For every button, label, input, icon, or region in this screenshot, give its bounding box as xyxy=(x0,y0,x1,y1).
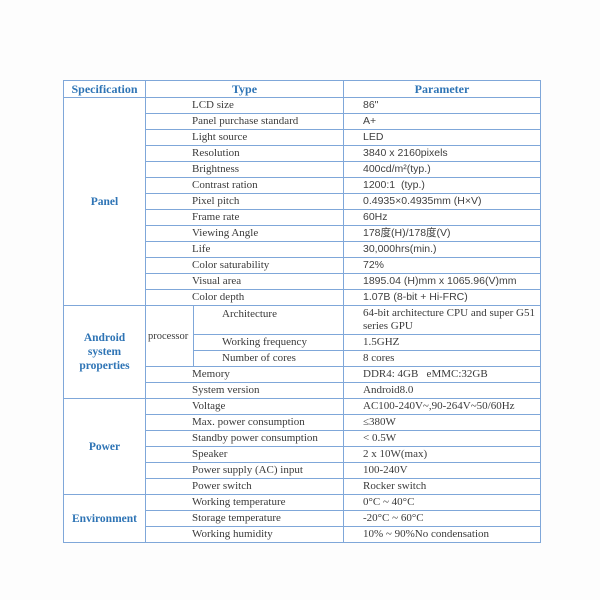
table-row: Working frequency 1.5GHZ xyxy=(64,334,541,351)
table-row: Pixel pitch 0.4935×0.4935mm (H×V) xyxy=(64,193,541,210)
parameter-cell: -20°C ~ 60°C xyxy=(343,510,541,527)
table-row: Resolution 3840 x 2160pixels xyxy=(64,145,541,162)
parameter-cell: Android8.0 xyxy=(343,382,541,399)
type-cell: Color depth xyxy=(145,289,344,306)
type-cell: Frame rate xyxy=(145,209,344,226)
type-cell: Memory xyxy=(145,366,344,383)
type-cell: Panel purchase standard xyxy=(145,113,344,130)
type-cell: Color saturability xyxy=(145,257,344,274)
group-label-android: Android system properties xyxy=(63,305,146,399)
type-cell: Viewing Angle xyxy=(145,225,344,242)
table-row: Storage temperature -20°C ~ 60°C xyxy=(64,510,541,527)
type-cell: LCD size xyxy=(145,97,344,114)
type-cell: Working temperature xyxy=(145,494,344,511)
table-row: Working humidity 10% ~ 90%No condensatio… xyxy=(64,526,541,543)
parameter-cell: A+ xyxy=(343,113,541,130)
type-cell: Voltage xyxy=(145,398,344,415)
group-label-panel: Panel xyxy=(63,97,146,306)
type-cell: Power switch xyxy=(145,478,344,495)
table-row: Android system properties processor Arch… xyxy=(63,305,541,399)
header-row: Specification Type Parameter xyxy=(63,80,541,98)
type-cell: Working frequency xyxy=(193,334,344,351)
parameter-cell: 86" xyxy=(343,97,541,114)
parameter-cell: 30,000hrs(min.) xyxy=(343,241,541,258)
parameter-cell: 64-bit architecture CPU and super G51 se… xyxy=(343,305,541,335)
type-cell: Brightness xyxy=(145,161,344,178)
parameter-cell: 1200:1 (typ.) xyxy=(343,177,541,194)
table-row: Power Voltage AC100-240V~,90-264V~50/60H… xyxy=(63,398,541,495)
table-row: Frame rate 60Hz xyxy=(64,209,541,226)
table-row: Speaker 2 x 10W(max) xyxy=(64,446,541,463)
parameter-cell: 178度(H)/178度(V) xyxy=(343,225,541,242)
parameter-cell: AC100-240V~,90-264V~50/60Hz xyxy=(343,398,541,415)
table-row: Contrast ration 1200:1 (typ.) xyxy=(64,177,541,194)
type-cell: System version xyxy=(145,382,344,399)
group-label-power: Power xyxy=(63,398,146,495)
type-cell: Storage temperature xyxy=(145,510,344,527)
table-row: Power supply (AC) input 100-240V xyxy=(64,462,541,479)
type-cell: Working humidity xyxy=(145,526,344,543)
type-cell: Speaker xyxy=(145,446,344,463)
type-cell: Resolution xyxy=(145,145,344,162)
parameter-cell: < 0.5W xyxy=(343,430,541,447)
parameter-cell: 60Hz xyxy=(343,209,541,226)
parameter-cell: 100-240V xyxy=(343,462,541,479)
parameter-cell: 3840 x 2160pixels xyxy=(343,145,541,162)
type-cell: Visual area xyxy=(145,273,344,290)
header-type: Type xyxy=(145,80,344,98)
type-cell: Architecture xyxy=(193,305,344,335)
parameter-cell: Rocker switch xyxy=(343,478,541,495)
parameter-cell: 0.4935×0.4935mm (H×V) xyxy=(343,193,541,210)
type-cell: Power supply (AC) input xyxy=(145,462,344,479)
header-parameter: Parameter xyxy=(343,80,541,98)
parameter-cell: 8 cores xyxy=(343,350,541,367)
table-row: Visual area 1895.04 (H)mm x 1065.96(V)mm xyxy=(64,273,541,290)
table-row: Environment Working temperature 0°C ~ 40… xyxy=(63,494,541,543)
parameter-cell: 10% ~ 90%No condensation xyxy=(343,526,541,543)
parameter-cell: LED xyxy=(343,129,541,146)
type-cell: Standby power consumption xyxy=(145,430,344,447)
type-cell: Contrast ration xyxy=(145,177,344,194)
table-row: Color saturability 72% xyxy=(64,257,541,274)
type-cell: Light source xyxy=(145,129,344,146)
type-cell: Life xyxy=(145,241,344,258)
parameter-cell: 1895.04 (H)mm x 1065.96(V)mm xyxy=(343,273,541,290)
parameter-cell: 0°C ~ 40°C xyxy=(343,494,541,511)
table-row: Standby power consumption < 0.5W xyxy=(64,430,541,447)
processor-cell: processor xyxy=(145,305,194,367)
table-row: Life 30,000hrs(min.) xyxy=(64,241,541,258)
parameter-cell: 400cd/m²(typ.) xyxy=(343,161,541,178)
table-row: Panel LCD size 86" xyxy=(63,97,541,306)
spec-table: Specification Type Parameter Panel LCD s… xyxy=(63,80,541,543)
parameter-cell: DDR4: 4GB eMMC:32GB xyxy=(343,366,541,383)
group-label-environment: Environment xyxy=(63,494,146,543)
type-cell: Pixel pitch xyxy=(145,193,344,210)
parameter-cell: 72% xyxy=(343,257,541,274)
type-cell: Number of cores xyxy=(193,350,344,367)
parameter-cell: 1.07B (8-bit + Hi-FRC) xyxy=(343,289,541,306)
parameter-cell: 1.5GHZ xyxy=(343,334,541,351)
parameter-cell: ≤380W xyxy=(343,414,541,431)
table-row: Max. power consumption ≤380W xyxy=(64,414,541,431)
table-row: Viewing Angle 178度(H)/178度(V) xyxy=(64,225,541,242)
header-specification: Specification xyxy=(63,80,146,98)
parameter-cell: 2 x 10W(max) xyxy=(343,446,541,463)
type-cell: Max. power consumption xyxy=(145,414,344,431)
